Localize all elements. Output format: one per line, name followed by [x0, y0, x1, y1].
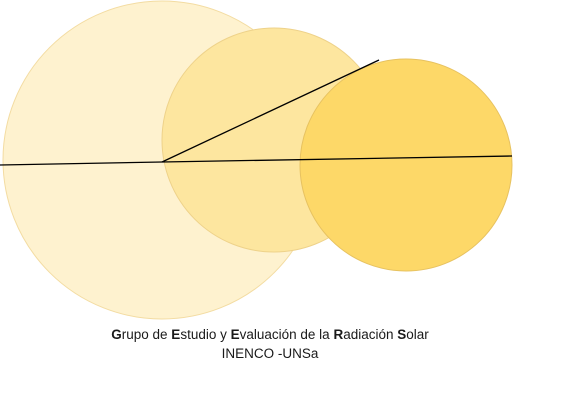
institution-caption: INENCO -UNSa: [221, 346, 319, 361]
caption-segment: Solar: [397, 327, 429, 342]
horizontal-line-right: [161, 155, 513, 163]
horizontal-line-left: [0, 161, 163, 166]
small-circle: [299, 58, 513, 272]
caption-segment: Grupo de: [111, 327, 172, 342]
caption-segment: Evaluación de la: [230, 327, 334, 342]
group-name-caption: Grupo de Estudio y Evaluación de la Radi…: [0, 326, 540, 344]
diagonal-line: [161, 59, 380, 163]
caption-segment: Radiación: [333, 327, 398, 342]
caption-segment: Estudio y: [171, 327, 231, 342]
